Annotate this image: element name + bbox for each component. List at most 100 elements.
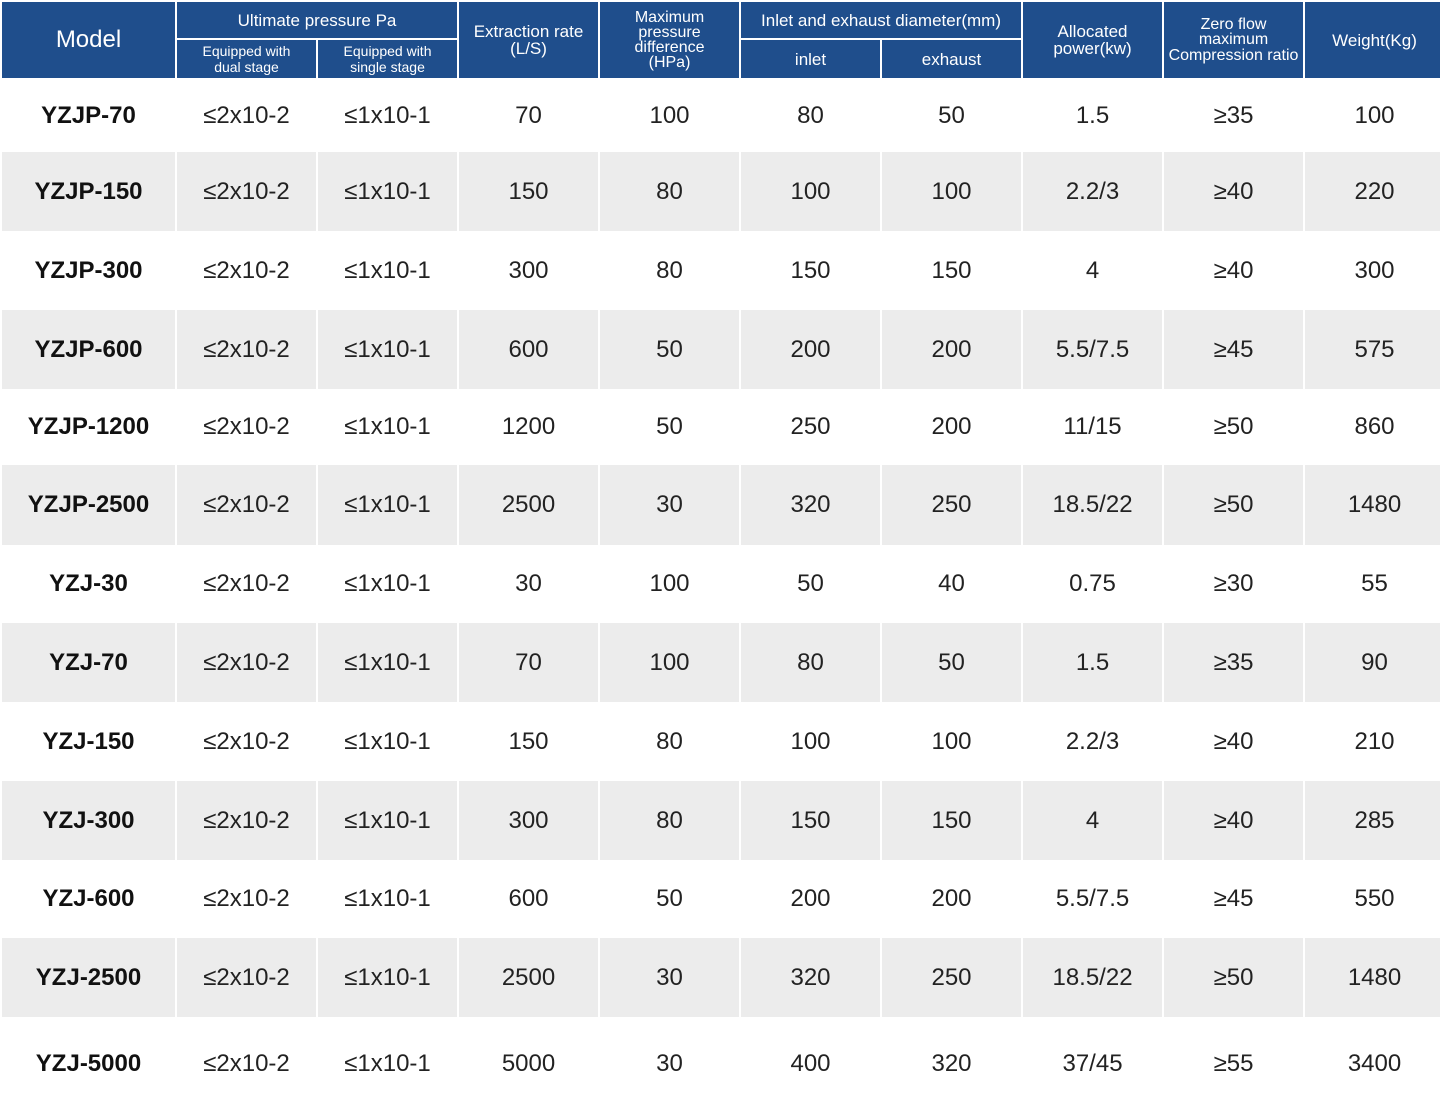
cell-weight: 550 [1303, 860, 1440, 938]
cell-model: YZJ-70 [0, 623, 177, 702]
cell-compression-ratio: ≥35 [1162, 79, 1306, 152]
cell-power: 4 [1021, 781, 1165, 860]
header-inlet: inlet [739, 38, 883, 80]
cell-model: YZJP-600 [0, 310, 177, 389]
cell-compression-ratio: ≥40 [1162, 702, 1306, 781]
cell-dual-stage: ≤2x10-2 [175, 79, 318, 152]
cell-dual-stage: ≤2x10-2 [175, 389, 318, 465]
cell-compression-ratio: ≥30 [1162, 545, 1306, 623]
cell-compression-ratio: ≥40 [1162, 231, 1306, 310]
cell-weight: 300 [1303, 231, 1440, 310]
cell-compression-ratio: ≥50 [1162, 465, 1306, 545]
cell-single-stage: ≤1x10-1 [315, 389, 460, 465]
cell-pressure-difference: 80 [598, 152, 742, 231]
cell-weight: 575 [1303, 310, 1440, 389]
cell-weight: 210 [1303, 702, 1440, 781]
cell-extraction-rate: 2500 [457, 465, 601, 545]
cell-pressure-difference: 50 [598, 860, 742, 938]
cell-compression-ratio: ≥50 [1162, 938, 1306, 1017]
cell-weight: 100 [1303, 79, 1440, 152]
cell-extraction-rate: 300 [457, 231, 601, 310]
cell-exhaust: 40 [880, 545, 1024, 623]
cell-inlet: 200 [739, 860, 883, 938]
cell-dual-stage: ≤2x10-2 [175, 860, 318, 938]
cell-dual-stage: ≤2x10-2 [175, 938, 318, 1017]
header-max-pressure-difference: Maximum pressure difference (HPa) [598, 0, 742, 80]
cell-dual-stage: ≤2x10-2 [175, 465, 318, 545]
table-header: Model Ultimate pressure Pa Extraction ra… [0, 0, 1440, 80]
cell-power: 4 [1021, 231, 1165, 310]
cell-weight: 3400 [1303, 1017, 1440, 1111]
header-diameter: Inlet and exhaust diameter(mm) [739, 0, 1024, 40]
cell-single-stage: ≤1x10-1 [315, 781, 460, 860]
cell-single-stage: ≤1x10-1 [315, 231, 460, 310]
cell-pressure-difference: 30 [598, 1017, 742, 1111]
cell-extraction-rate: 70 [457, 623, 601, 702]
header-single-stage: Equipped with single stage [315, 38, 460, 80]
cell-exhaust: 100 [880, 152, 1024, 231]
cell-model: YZJP-1200 [0, 389, 177, 465]
cell-exhaust: 200 [880, 860, 1024, 938]
cell-extraction-rate: 30 [457, 545, 601, 623]
cell-weight: 860 [1303, 389, 1440, 465]
cell-inlet: 150 [739, 231, 883, 310]
cell-dual-stage: ≤2x10-2 [175, 231, 318, 310]
cell-exhaust: 320 [880, 1017, 1024, 1111]
cell-exhaust: 250 [880, 465, 1024, 545]
cell-dual-stage: ≤2x10-2 [175, 152, 318, 231]
cell-single-stage: ≤1x10-1 [315, 860, 460, 938]
cell-compression-ratio: ≥50 [1162, 389, 1306, 465]
table-row: YZJ-300 ≤2x10-2 ≤1x10-1 300 80 150 150 4… [0, 781, 1440, 860]
cell-model: YZJP-150 [0, 152, 177, 231]
table-row: YZJ-2500 ≤2x10-2 ≤1x10-1 2500 30 320 250… [0, 938, 1440, 1017]
cell-exhaust: 250 [880, 938, 1024, 1017]
cell-compression-ratio: ≥45 [1162, 310, 1306, 389]
cell-pressure-difference: 30 [598, 938, 742, 1017]
cell-model: YZJP-70 [0, 79, 177, 152]
header-weight: Weight(Kg) [1303, 0, 1440, 80]
cell-inlet: 150 [739, 781, 883, 860]
cell-exhaust: 150 [880, 231, 1024, 310]
cell-pressure-difference: 80 [598, 702, 742, 781]
cell-single-stage: ≤1x10-1 [315, 465, 460, 545]
table-row: YZJ-150 ≤2x10-2 ≤1x10-1 150 80 100 100 2… [0, 702, 1440, 781]
cell-inlet: 250 [739, 389, 883, 465]
cell-pressure-difference: 50 [598, 310, 742, 389]
table-row: YZJP-1200 ≤2x10-2 ≤1x10-1 1200 50 250 20… [0, 389, 1440, 465]
cell-pressure-difference: 30 [598, 465, 742, 545]
table-row: YZJP-150 ≤2x10-2 ≤1x10-1 150 80 100 100 … [0, 152, 1440, 231]
cell-inlet: 80 [739, 79, 883, 152]
table-row: YZJ-600 ≤2x10-2 ≤1x10-1 600 50 200 200 5… [0, 860, 1440, 938]
cell-compression-ratio: ≥40 [1162, 781, 1306, 860]
header-model: Model [0, 0, 177, 80]
cell-model: YZJ-150 [0, 702, 177, 781]
cell-power: 0.75 [1021, 545, 1165, 623]
cell-dual-stage: ≤2x10-2 [175, 1017, 318, 1111]
cell-inlet: 320 [739, 465, 883, 545]
cell-dual-stage: ≤2x10-2 [175, 545, 318, 623]
cell-inlet: 320 [739, 938, 883, 1017]
cell-exhaust: 50 [880, 623, 1024, 702]
cell-pressure-difference: 80 [598, 231, 742, 310]
cell-power: 5.5/7.5 [1021, 310, 1165, 389]
cell-compression-ratio: ≥35 [1162, 623, 1306, 702]
header-compression-ratio: Zero flow maximum Compression ratio [1162, 0, 1306, 80]
cell-exhaust: 50 [880, 79, 1024, 152]
cell-model: YZJP-2500 [0, 465, 177, 545]
cell-power: 2.2/3 [1021, 152, 1165, 231]
table-row: YZJ-70 ≤2x10-2 ≤1x10-1 70 100 80 50 1.5 … [0, 623, 1440, 702]
cell-power: 11/15 [1021, 389, 1165, 465]
header-ultimate-pressure: Ultimate pressure Pa [174, 0, 460, 40]
cell-inlet: 100 [739, 702, 883, 781]
header-extraction-rate: Extraction rate (L/S) [457, 0, 601, 80]
cell-exhaust: 150 [880, 781, 1024, 860]
cell-weight: 90 [1303, 623, 1440, 702]
cell-extraction-rate: 150 [457, 702, 601, 781]
cell-model: YZJ-300 [0, 781, 177, 860]
cell-single-stage: ≤1x10-1 [315, 310, 460, 389]
cell-power: 1.5 [1021, 79, 1165, 152]
cell-exhaust: 200 [880, 389, 1024, 465]
cell-model: YZJ-2500 [0, 938, 177, 1017]
cell-power: 18.5/22 [1021, 938, 1165, 1017]
